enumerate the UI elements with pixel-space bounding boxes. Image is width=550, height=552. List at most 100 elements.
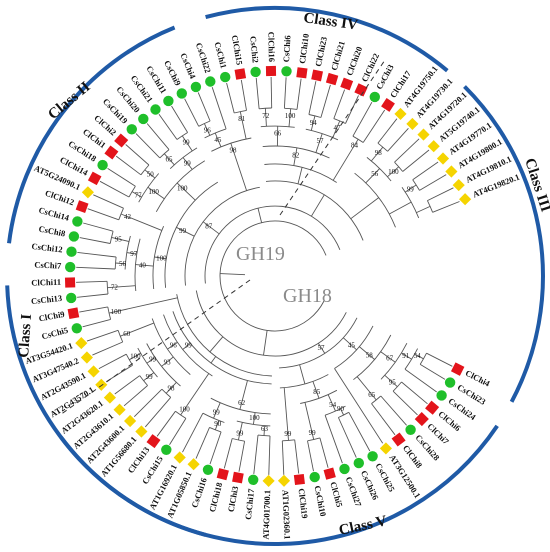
- bootstrap-value: 40: [139, 262, 147, 270]
- tip-branch: [380, 395, 407, 426]
- tip-branch: [348, 412, 371, 452]
- node-stem: [312, 381, 320, 399]
- bootstrap-value: 47: [334, 124, 342, 132]
- bootstrap-value: 54: [414, 352, 422, 360]
- tip-branch: [76, 280, 108, 283]
- red-square-marker: [425, 400, 440, 415]
- node-stem: [203, 123, 211, 136]
- node-stem: [370, 146, 384, 162]
- tip-branch: [86, 329, 119, 342]
- red-square-marker: [265, 65, 277, 77]
- leaf-label: CsChi16: [189, 476, 209, 509]
- yellow-diamond-marker: [277, 474, 291, 487]
- bootstrap-value: 54: [329, 401, 337, 409]
- node-stem: [126, 252, 137, 255]
- green-circle-marker: [281, 66, 292, 77]
- node-arc: [338, 411, 350, 418]
- leaf-label: CsChi22: [194, 41, 213, 74]
- bootstrap-value: 82: [292, 151, 300, 159]
- node-stem: [387, 166, 399, 178]
- red-square-marker: [146, 434, 161, 449]
- bootstrap-value: 99: [146, 373, 154, 381]
- tip-branch: [92, 341, 123, 356]
- green-circle-marker: [138, 113, 149, 125]
- tip-branch: [182, 412, 204, 453]
- red-square-marker: [64, 277, 76, 288]
- tip-branch: [320, 84, 331, 118]
- node-stem: [288, 108, 292, 127]
- node-arc: [234, 109, 247, 114]
- tip-branch: [209, 431, 222, 465]
- tip-branch: [404, 368, 437, 393]
- node-stem: [311, 194, 325, 217]
- node-stem: [120, 213, 162, 231]
- node-stem: [180, 373, 210, 416]
- bootstrap-value: 100: [177, 184, 188, 192]
- node-stem: [310, 115, 316, 131]
- tip-branch: [308, 81, 317, 115]
- yellow-diamond-marker: [87, 365, 100, 378]
- node-stem: [176, 226, 195, 237]
- class-label-5: Class V: [338, 513, 389, 539]
- node-stem: [257, 207, 263, 223]
- tip-branch: [352, 101, 373, 137]
- tip-branch: [211, 87, 227, 130]
- node-arc: [176, 132, 188, 140]
- green-circle-marker: [190, 81, 202, 93]
- class-5-arc: [59, 424, 499, 546]
- leaf-label: CsChi6: [281, 35, 292, 62]
- bootstrap-value: 50: [147, 171, 155, 179]
- leaf-label: ClChi15: [230, 34, 245, 65]
- node-arc: [159, 149, 170, 159]
- red-square-marker: [354, 83, 368, 97]
- green-circle-marker: [150, 104, 161, 115]
- leaf-label: CsChi27: [344, 475, 364, 508]
- tip-branch: [197, 92, 211, 122]
- node-arc: [161, 388, 171, 398]
- bootstrap-value: 96: [170, 342, 178, 350]
- tip-branch: [184, 98, 200, 127]
- node-arc: [125, 353, 133, 366]
- class-arcs: [5, 5, 545, 546]
- tip-branch: [77, 251, 117, 258]
- red-square-marker: [234, 68, 247, 80]
- bootstrap-value: 90: [337, 405, 345, 413]
- node-stem: [220, 273, 246, 276]
- node-stem: [340, 408, 345, 416]
- node-stem: [252, 412, 256, 425]
- tip-branch: [394, 138, 420, 163]
- tip-branch: [371, 403, 396, 436]
- red-square-marker: [104, 145, 119, 160]
- node-arc: [426, 200, 434, 213]
- red-square-marker: [87, 171, 102, 186]
- node-arc: [128, 185, 136, 198]
- tip-branch: [77, 293, 109, 298]
- tip-branch: [387, 127, 409, 152]
- class-3-arc: [463, 85, 545, 403]
- leaf-label: ClChi18: [207, 481, 224, 513]
- tip-branch: [125, 144, 150, 166]
- tip-branch: [253, 435, 259, 474]
- tip-branch: [87, 208, 119, 221]
- green-circle-marker: [444, 377, 456, 388]
- bootstrap-value: 72: [262, 112, 270, 120]
- tip-branch: [115, 155, 142, 176]
- node-arc: [257, 434, 271, 437]
- green-circle-marker: [202, 464, 214, 475]
- tip-branch: [419, 174, 447, 191]
- yellow-diamond-marker: [436, 152, 450, 165]
- green-circle-marker: [205, 76, 216, 87]
- node-stem: [405, 184, 417, 193]
- node-stem: [237, 422, 243, 441]
- node-stem: [147, 186, 165, 200]
- node-stem: [120, 322, 154, 337]
- class-label-2: Class II: [45, 79, 93, 123]
- node-stem: [209, 336, 224, 353]
- tip-branch: [83, 222, 114, 232]
- leaf-label: ClChi5: [328, 481, 345, 509]
- bootstrap-value: 58: [366, 352, 374, 360]
- yellow-diamond-marker: [459, 193, 472, 206]
- tip-branch: [427, 187, 454, 202]
- node-stem: [109, 297, 178, 314]
- red-square-marker: [67, 307, 80, 320]
